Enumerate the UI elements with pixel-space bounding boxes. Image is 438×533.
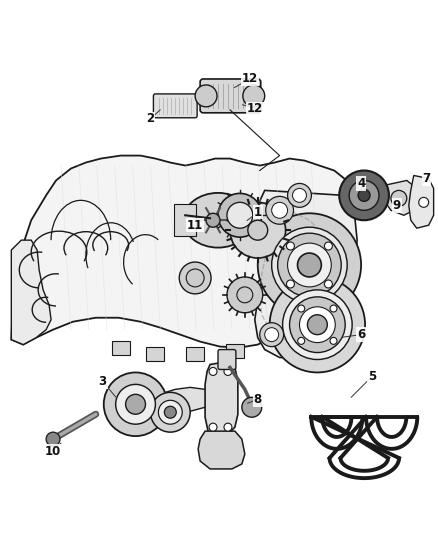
Circle shape xyxy=(286,242,294,250)
Circle shape xyxy=(265,328,279,342)
Text: 10: 10 xyxy=(45,445,61,457)
Circle shape xyxy=(243,85,265,107)
Circle shape xyxy=(283,290,352,360)
Circle shape xyxy=(227,203,253,228)
Text: 12: 12 xyxy=(242,72,258,85)
Text: 5: 5 xyxy=(368,370,376,383)
Text: 4: 4 xyxy=(357,177,365,190)
FancyBboxPatch shape xyxy=(174,204,196,236)
Circle shape xyxy=(179,262,211,294)
Circle shape xyxy=(126,394,145,414)
Circle shape xyxy=(297,253,321,277)
Circle shape xyxy=(330,337,337,344)
FancyBboxPatch shape xyxy=(153,94,197,118)
FancyBboxPatch shape xyxy=(226,344,244,358)
Text: 9: 9 xyxy=(393,199,401,212)
Text: 6: 6 xyxy=(357,328,365,341)
Circle shape xyxy=(272,227,347,303)
Circle shape xyxy=(300,307,335,343)
Circle shape xyxy=(286,280,294,288)
Polygon shape xyxy=(384,181,419,215)
Circle shape xyxy=(325,280,332,288)
Circle shape xyxy=(248,220,268,240)
Circle shape xyxy=(230,203,286,258)
Circle shape xyxy=(307,315,327,335)
Circle shape xyxy=(206,213,220,227)
FancyBboxPatch shape xyxy=(186,346,204,360)
Circle shape xyxy=(260,322,283,346)
FancyBboxPatch shape xyxy=(146,346,164,360)
Circle shape xyxy=(419,197,429,207)
Circle shape xyxy=(209,367,217,375)
Text: 2: 2 xyxy=(146,112,155,125)
Circle shape xyxy=(270,277,365,373)
FancyBboxPatch shape xyxy=(200,79,261,113)
Circle shape xyxy=(290,297,345,352)
Circle shape xyxy=(195,85,217,107)
Circle shape xyxy=(358,189,370,201)
FancyBboxPatch shape xyxy=(218,350,236,369)
Polygon shape xyxy=(255,190,357,358)
Circle shape xyxy=(266,196,293,224)
Circle shape xyxy=(293,188,307,203)
Text: 3: 3 xyxy=(99,375,107,388)
Text: 12: 12 xyxy=(247,102,263,115)
Polygon shape xyxy=(11,240,51,345)
Circle shape xyxy=(242,397,262,417)
Polygon shape xyxy=(11,156,354,348)
Text: 8: 8 xyxy=(254,393,262,406)
Circle shape xyxy=(288,183,311,207)
Circle shape xyxy=(298,305,305,312)
Ellipse shape xyxy=(183,193,253,248)
Text: 1: 1 xyxy=(254,206,262,219)
Circle shape xyxy=(164,406,176,418)
Circle shape xyxy=(339,171,389,220)
Circle shape xyxy=(258,213,361,317)
Polygon shape xyxy=(409,175,434,228)
Circle shape xyxy=(218,193,262,237)
Polygon shape xyxy=(205,361,238,437)
Circle shape xyxy=(298,337,305,344)
Circle shape xyxy=(209,423,217,431)
Circle shape xyxy=(391,190,407,206)
Circle shape xyxy=(288,243,331,287)
Circle shape xyxy=(150,392,190,432)
Circle shape xyxy=(104,373,167,436)
Circle shape xyxy=(227,277,263,313)
Text: 11: 11 xyxy=(187,219,203,232)
Circle shape xyxy=(272,203,288,218)
Circle shape xyxy=(224,423,232,431)
Circle shape xyxy=(186,269,204,287)
Circle shape xyxy=(325,242,332,250)
Circle shape xyxy=(237,287,253,303)
Circle shape xyxy=(159,400,182,424)
Circle shape xyxy=(278,233,341,297)
FancyBboxPatch shape xyxy=(112,341,130,354)
Circle shape xyxy=(349,181,379,211)
Polygon shape xyxy=(150,387,208,414)
Circle shape xyxy=(116,384,155,424)
Circle shape xyxy=(46,432,60,446)
Circle shape xyxy=(330,305,337,312)
Circle shape xyxy=(224,367,232,375)
Text: 7: 7 xyxy=(423,172,431,185)
Polygon shape xyxy=(198,431,245,469)
